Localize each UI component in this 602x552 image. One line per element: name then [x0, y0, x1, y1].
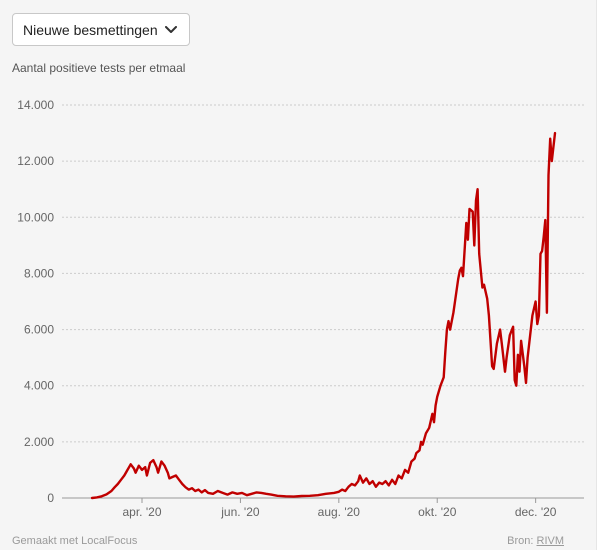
x-tick-label: okt. '20 — [418, 505, 457, 519]
x-tick-label: jun. '20 — [220, 505, 260, 519]
y-tick-label: 8.000 — [24, 266, 54, 280]
y-tick-label: 4.000 — [24, 379, 54, 393]
y-tick-label: 2.000 — [24, 435, 54, 449]
chevron-down-icon[interactable] — [159, 20, 183, 40]
x-tick-label: dec. '20 — [515, 505, 557, 519]
chart-subtitle: Aantal positieve tests per etmaal — [12, 61, 186, 75]
x-tick-label: apr. '20 — [123, 505, 162, 519]
source-link[interactable]: RIVM — [536, 535, 565, 547]
source-label: Bron: — [507, 535, 534, 547]
source-credit: Bron: RIVM — [507, 535, 564, 547]
made-with-credit[interactable]: Gemaakt met LocalFocus — [12, 535, 138, 547]
y-tick-label: 0 — [47, 491, 54, 505]
series-line-nieuwe-besmettingen — [90, 131, 557, 500]
y-tick-label: 12.000 — [17, 154, 54, 168]
metric-selector[interactable]: Nieuwe besmettingen — [12, 13, 190, 46]
x-tick-label: aug. '20 — [318, 505, 361, 519]
line-chart: 0 2.000 4.000 6.000 8.000 10.000 12.000 14.000 a… — [17, 98, 584, 519]
y-tick-label: 14.000 — [17, 98, 54, 112]
y-tick-label: 6.000 — [24, 323, 54, 337]
y-tick-label: 10.000 — [17, 210, 54, 224]
metric-selector-label: Nieuwe besmettingen — [23, 21, 158, 38]
